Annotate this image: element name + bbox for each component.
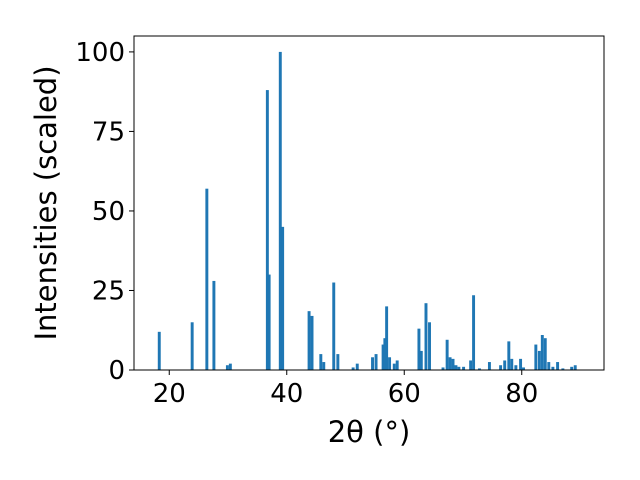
x-tick-label: 60	[388, 379, 421, 409]
bar	[278, 51, 282, 371]
bar	[228, 363, 232, 370]
bar	[451, 358, 455, 370]
bar	[385, 306, 389, 370]
bar	[472, 295, 476, 370]
bar-group	[157, 51, 577, 371]
bar	[381, 344, 385, 370]
bar	[477, 368, 481, 370]
y-tick-label: 50	[92, 197, 125, 227]
bar	[383, 338, 387, 370]
bar	[281, 226, 285, 370]
bar	[540, 335, 544, 370]
bar	[417, 328, 421, 370]
bar	[507, 341, 511, 370]
bar	[499, 365, 503, 370]
bar	[469, 360, 473, 370]
x-tick-label: 40	[270, 379, 303, 409]
y-tick-label: 75	[92, 117, 125, 147]
bar	[157, 331, 161, 370]
bar	[355, 363, 359, 370]
x-tick-label: 80	[505, 379, 538, 409]
y-tick-label: 100	[75, 38, 125, 68]
bar	[547, 362, 551, 370]
bar	[267, 274, 271, 370]
bar	[332, 282, 336, 370]
bar	[374, 354, 378, 370]
bar	[419, 350, 423, 370]
bar	[543, 338, 547, 370]
bar	[522, 367, 525, 370]
y-axis-ticks: 0 25 50 75 100	[75, 38, 134, 386]
bar	[319, 354, 323, 370]
plot-frame	[133, 35, 605, 371]
bar	[190, 322, 194, 370]
bar	[205, 188, 209, 370]
bar	[307, 311, 311, 370]
bar	[392, 363, 396, 370]
bar	[537, 350, 541, 370]
bar	[519, 358, 523, 370]
bar	[388, 357, 392, 370]
bar	[457, 366, 461, 370]
bar	[487, 362, 491, 370]
y-axis-label: Intensities (scaled)	[29, 65, 63, 340]
bar	[351, 367, 355, 370]
bar	[503, 360, 507, 370]
bar	[424, 303, 428, 370]
bar	[225, 365, 229, 370]
x-tick-label: 20	[153, 379, 186, 409]
bar	[534, 344, 538, 370]
bar	[454, 365, 458, 370]
y-tick-label: 0	[108, 356, 125, 386]
bar	[322, 362, 326, 370]
bar	[441, 367, 445, 370]
plot-area-background	[134, 36, 604, 370]
bar	[395, 360, 399, 370]
bar	[556, 362, 560, 370]
bar	[514, 365, 518, 370]
bar	[445, 339, 449, 370]
y-tick-label: 25	[92, 276, 125, 306]
bar	[462, 366, 466, 370]
bar	[570, 366, 574, 370]
bar	[310, 315, 314, 370]
bar	[336, 354, 340, 370]
bar	[448, 357, 452, 370]
bar	[551, 366, 555, 370]
bar	[265, 90, 269, 371]
bar	[371, 357, 374, 370]
bar	[212, 280, 216, 370]
x-axis-label: 2θ (°)	[328, 415, 411, 449]
bar	[573, 365, 577, 370]
bar	[428, 322, 431, 370]
bar	[561, 368, 565, 370]
x-axis-ticks: 20 40 60 80	[153, 370, 538, 409]
bar	[510, 358, 514, 370]
